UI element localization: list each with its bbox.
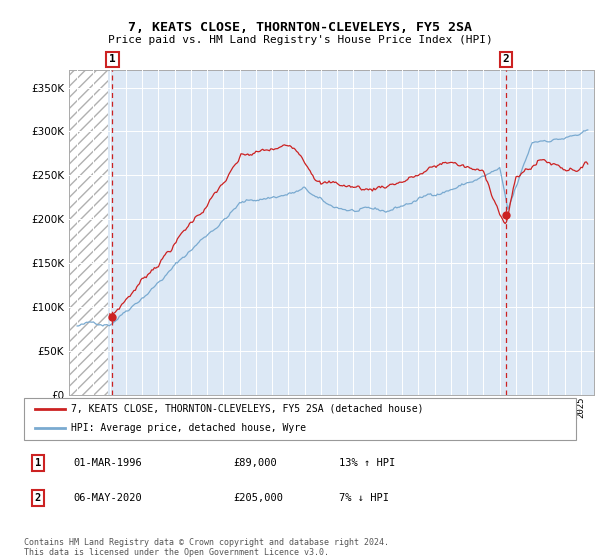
Text: 13% ↑ HPI: 13% ↑ HPI bbox=[338, 458, 395, 468]
FancyBboxPatch shape bbox=[24, 398, 576, 440]
Text: 01-MAR-1996: 01-MAR-1996 bbox=[74, 458, 142, 468]
Text: HPI: Average price, detached house, Wyre: HPI: Average price, detached house, Wyre bbox=[71, 423, 306, 433]
Text: Contains HM Land Registry data © Crown copyright and database right 2024.
This d: Contains HM Land Registry data © Crown c… bbox=[24, 538, 389, 557]
Text: 7% ↓ HPI: 7% ↓ HPI bbox=[338, 493, 389, 503]
Text: £205,000: £205,000 bbox=[234, 493, 284, 503]
Text: 1: 1 bbox=[35, 458, 41, 468]
Text: Price paid vs. HM Land Registry's House Price Index (HPI): Price paid vs. HM Land Registry's House … bbox=[107, 35, 493, 45]
Text: 7, KEATS CLOSE, THORNTON-CLEVELEYS, FY5 2SA: 7, KEATS CLOSE, THORNTON-CLEVELEYS, FY5 … bbox=[128, 21, 472, 34]
Text: £89,000: £89,000 bbox=[234, 458, 278, 468]
Text: 2: 2 bbox=[502, 54, 509, 64]
Text: 06-MAY-2020: 06-MAY-2020 bbox=[74, 493, 142, 503]
Text: 2: 2 bbox=[35, 493, 41, 503]
Text: 1: 1 bbox=[109, 54, 116, 64]
Bar bbox=[69, 70, 109, 395]
Bar bbox=[69, 70, 109, 395]
Text: 7, KEATS CLOSE, THORNTON-CLEVELEYS, FY5 2SA (detached house): 7, KEATS CLOSE, THORNTON-CLEVELEYS, FY5 … bbox=[71, 404, 424, 414]
